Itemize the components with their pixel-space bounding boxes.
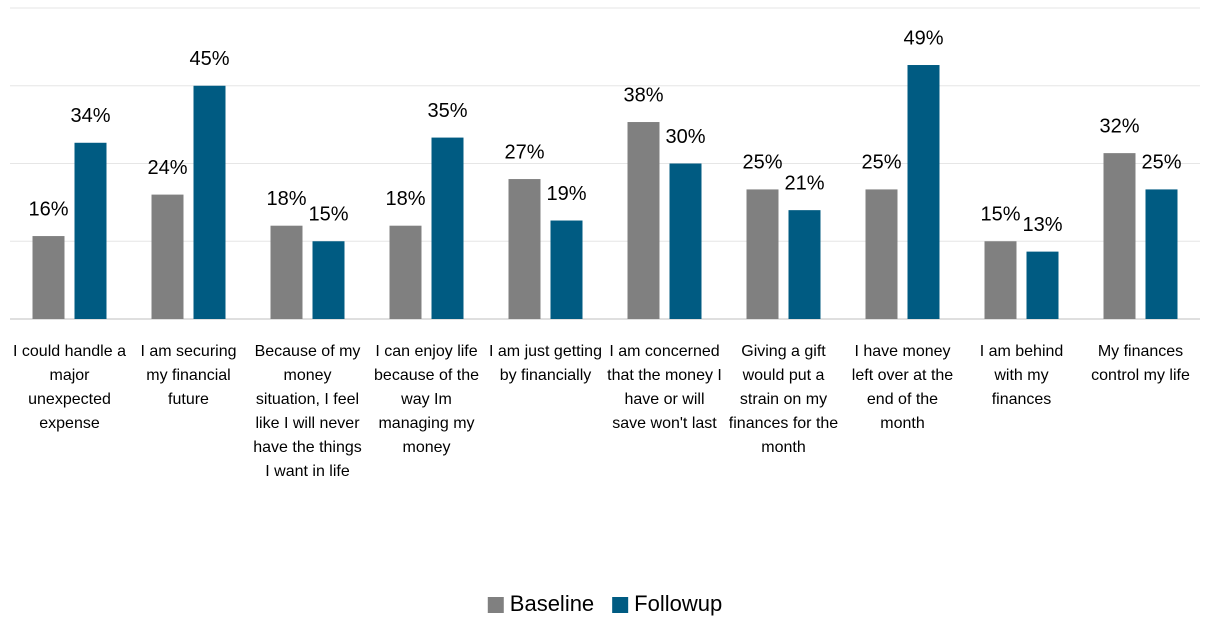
x-tick-label: I could handle a major unexpected expense bbox=[13, 343, 126, 432]
bar bbox=[669, 163, 702, 319]
bar bbox=[907, 65, 940, 320]
data-label: 25% bbox=[1141, 152, 1181, 174]
legend-item: Baseline bbox=[487, 591, 594, 616]
data-label: 24% bbox=[147, 157, 187, 179]
bar bbox=[746, 189, 779, 319]
data-label: 35% bbox=[427, 100, 467, 122]
x-tick-label: My finances control my life bbox=[1091, 343, 1190, 384]
bar bbox=[389, 225, 422, 319]
data-label: 49% bbox=[903, 27, 943, 49]
data-label: 45% bbox=[189, 48, 229, 70]
bar bbox=[431, 137, 464, 319]
x-tick-label: I can enjoy life because of the way Im mana… bbox=[374, 343, 479, 456]
bar bbox=[312, 241, 345, 319]
data-label: 34% bbox=[70, 105, 110, 127]
data-label: 19% bbox=[546, 183, 586, 205]
data-label: 18% bbox=[385, 188, 425, 210]
bar bbox=[270, 225, 303, 319]
x-tick-label: Because of my money situation, I feel like … bbox=[253, 343, 362, 480]
x-tick-label: I have money left over at the end of the mo… bbox=[852, 343, 953, 432]
bar bbox=[984, 241, 1017, 319]
legend-label: Followup bbox=[634, 591, 722, 616]
data-label: 30% bbox=[665, 126, 705, 148]
bar bbox=[32, 236, 65, 319]
bar bbox=[788, 210, 821, 319]
bar bbox=[508, 179, 541, 319]
bar bbox=[74, 142, 107, 319]
legend-item: Followup bbox=[612, 591, 722, 616]
x-tick-label: Giving a gift would put a strain on my fina… bbox=[729, 343, 839, 456]
data-label: 32% bbox=[1099, 115, 1139, 137]
bar bbox=[550, 220, 583, 319]
data-label: 25% bbox=[742, 152, 782, 174]
x-tick-label: I am securing my financial future bbox=[140, 343, 236, 408]
legend-label: Baseline bbox=[510, 591, 594, 616]
data-label: 27% bbox=[504, 141, 544, 163]
bar bbox=[1145, 189, 1178, 319]
bar bbox=[1026, 251, 1059, 319]
data-label: 15% bbox=[308, 204, 348, 226]
data-label: 18% bbox=[266, 188, 306, 210]
bar bbox=[865, 189, 898, 319]
bar bbox=[193, 85, 226, 319]
legend-swatch bbox=[487, 597, 504, 613]
bar bbox=[151, 194, 184, 319]
data-label: 25% bbox=[861, 152, 901, 174]
bar bbox=[627, 122, 660, 320]
legend-swatch bbox=[612, 597, 629, 613]
data-label: 15% bbox=[980, 204, 1020, 226]
data-label: 13% bbox=[1022, 214, 1062, 236]
x-tick-label: I am behind with my finances bbox=[980, 343, 1064, 408]
data-label: 38% bbox=[623, 84, 663, 106]
x-tick-label: I am just getting by financially bbox=[489, 343, 602, 384]
data-label: 21% bbox=[784, 172, 824, 194]
bar bbox=[1103, 153, 1136, 319]
data-label: 16% bbox=[28, 198, 68, 220]
